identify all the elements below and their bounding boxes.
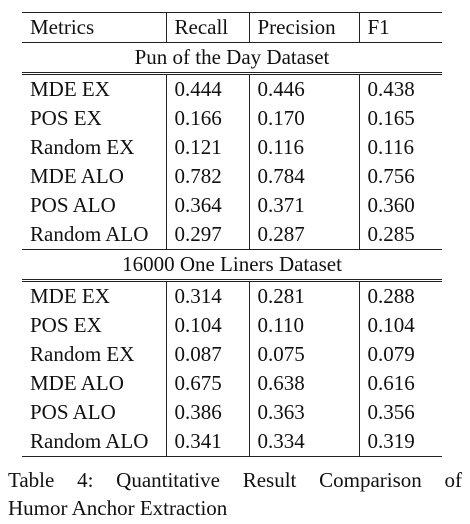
f1-cell: 0.438 [359, 74, 442, 105]
caption-line-1: Table 4: Quantitative Result Comparison … [8, 466, 462, 494]
recall-cell: 0.386 [166, 398, 249, 427]
f1-cell: 0.616 [359, 369, 442, 398]
recall-cell: 0.341 [166, 427, 249, 457]
recall-cell: 0.104 [166, 311, 249, 340]
precision-cell: 0.334 [249, 427, 359, 457]
metric-cell: Random ALO [22, 220, 166, 250]
metric-cell: POS ALO [22, 398, 166, 427]
table-row: Random EX 0.087 0.075 0.079 [22, 340, 442, 369]
section-title-row: Pun of the Day Dataset [22, 43, 442, 74]
f1-cell: 0.319 [359, 427, 442, 457]
precision-cell: 0.281 [249, 281, 359, 312]
recall-cell: 0.782 [166, 162, 249, 191]
header-metrics: Metrics [22, 13, 166, 43]
metric-cell: Random EX [22, 340, 166, 369]
f1-cell: 0.116 [359, 133, 442, 162]
caption-line-2: Humor Anchor Extraction [8, 496, 227, 520]
table-caption: Table 4: Quantitative Result Comparison … [8, 466, 462, 522]
header-f1: F1 [359, 13, 442, 43]
results-table-container: Metrics Recall Precision F1 Pun of the D… [22, 12, 442, 457]
table-row: MDE EX 0.444 0.446 0.438 [22, 74, 442, 105]
table-row: POS ALO 0.386 0.363 0.356 [22, 398, 442, 427]
table-row: MDE ALO 0.782 0.784 0.756 [22, 162, 442, 191]
metric-cell: Random EX [22, 133, 166, 162]
f1-cell: 0.288 [359, 281, 442, 312]
header-recall: Recall [166, 13, 249, 43]
recall-cell: 0.314 [166, 281, 249, 312]
f1-cell: 0.104 [359, 311, 442, 340]
table-row: MDE ALO 0.675 0.638 0.616 [22, 369, 442, 398]
table-row: Random ALO 0.341 0.334 0.319 [22, 427, 442, 457]
precision-cell: 0.638 [249, 369, 359, 398]
f1-cell: 0.079 [359, 340, 442, 369]
precision-cell: 0.446 [249, 74, 359, 105]
precision-cell: 0.110 [249, 311, 359, 340]
precision-cell: 0.287 [249, 220, 359, 250]
metric-cell: Random ALO [22, 427, 166, 457]
f1-cell: 0.356 [359, 398, 442, 427]
precision-cell: 0.170 [249, 104, 359, 133]
recall-cell: 0.444 [166, 74, 249, 105]
table-row: MDE EX 0.314 0.281 0.288 [22, 281, 442, 312]
table-row: Random EX 0.121 0.116 0.116 [22, 133, 442, 162]
section-title: Pun of the Day Dataset [22, 43, 442, 74]
table-row: POS EX 0.166 0.170 0.165 [22, 104, 442, 133]
metric-cell: POS ALO [22, 191, 166, 220]
metric-cell: MDE EX [22, 281, 166, 312]
recall-cell: 0.121 [166, 133, 249, 162]
recall-cell: 0.675 [166, 369, 249, 398]
precision-cell: 0.116 [249, 133, 359, 162]
recall-cell: 0.297 [166, 220, 249, 250]
f1-cell: 0.756 [359, 162, 442, 191]
table-row: POS ALO 0.364 0.371 0.360 [22, 191, 442, 220]
recall-cell: 0.166 [166, 104, 249, 133]
header-precision: Precision [249, 13, 359, 43]
results-table-body: Pun of the Day Dataset MDE EX 0.444 0.446 0.… [22, 43, 442, 457]
metric-cell: POS EX [22, 311, 166, 340]
section-title: 16000 One Liners Dataset [22, 250, 442, 281]
precision-cell: 0.784 [249, 162, 359, 191]
table-row: Random ALO 0.297 0.287 0.285 [22, 220, 442, 250]
metric-cell: MDE EX [22, 74, 166, 105]
precision-cell: 0.371 [249, 191, 359, 220]
table-row: POS EX 0.104 0.110 0.104 [22, 311, 442, 340]
f1-cell: 0.360 [359, 191, 442, 220]
metric-cell: MDE ALO [22, 162, 166, 191]
precision-cell: 0.363 [249, 398, 359, 427]
f1-cell: 0.285 [359, 220, 442, 250]
precision-cell: 0.075 [249, 340, 359, 369]
section-title-row: 16000 One Liners Dataset [22, 250, 442, 281]
metric-cell: MDE ALO [22, 369, 166, 398]
recall-cell: 0.087 [166, 340, 249, 369]
f1-cell: 0.165 [359, 104, 442, 133]
results-table: Metrics Recall Precision F1 Pun of the D… [22, 12, 442, 457]
metric-cell: POS EX [22, 104, 166, 133]
header-row: Metrics Recall Precision F1 [22, 13, 442, 43]
recall-cell: 0.364 [166, 191, 249, 220]
